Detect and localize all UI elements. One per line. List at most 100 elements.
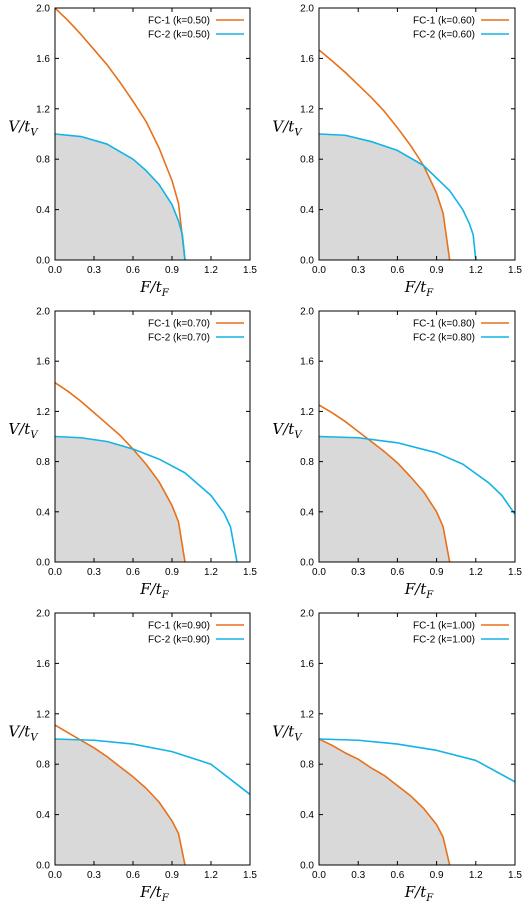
series-line-fc2 [319, 133, 477, 260]
x-axis-label: F/tF [404, 580, 435, 601]
plot-frame [318, 7, 516, 261]
legend-label-fc1: FC-1 (k=0.50) [148, 16, 210, 27]
legend-label-fc2: FC-2 (k=0.90) [148, 635, 210, 646]
y-tick-label: 2.0 [300, 4, 314, 15]
legend-label-fc1: FC-1 (k=0.70) [148, 319, 210, 330]
chart-panel-6: 0.0 0.3 0.6 0.9 1.2 1.5 0.0 0.4 0.8 1.2 1.6 2.0 F/tF… [272, 609, 522, 905]
x-tick-label: 0.0 [48, 265, 62, 276]
y-tick-label: 2.0 [36, 609, 50, 620]
legend-label-fc2: FC-2 (k=1.00) [413, 635, 475, 646]
y-tick-label: 1.2 [300, 709, 314, 720]
y-tick-label: 1.2 [36, 104, 50, 115]
x-tick-label: 0.3 [87, 265, 101, 276]
y-tick-label: 0.8 [300, 457, 314, 468]
x-tick-label: 0.9 [430, 265, 444, 276]
y-tick-label: 0.4 [300, 810, 314, 821]
y-tick-label: 1.2 [36, 709, 50, 720]
x-tick-label: 1.5 [243, 870, 257, 881]
x-tick-label: 0.9 [165, 567, 179, 578]
x-tick-label: 0.3 [87, 567, 101, 578]
legend-label-fc2: FC-2 (k=0.60) [413, 30, 475, 41]
y-tick-label: 1.6 [300, 659, 314, 670]
y-axis-label: V/tV [8, 420, 39, 441]
x-tick-label: 1.5 [508, 567, 522, 578]
y-tick-label: 0.0 [300, 256, 314, 267]
series-line-fc1 [319, 738, 451, 865]
x-tick-label: 0.6 [126, 265, 140, 276]
y-tick-label: 0.0 [300, 861, 314, 872]
y-tick-label: 1.2 [300, 104, 314, 115]
y-tick-label: 0.0 [36, 861, 50, 872]
x-tick-label: 0.0 [312, 870, 326, 881]
legend-label-fc2: FC-2 (k=0.80) [413, 333, 475, 344]
legend-label-fc1: FC-1 (k=0.90) [148, 621, 210, 632]
feasible-region [319, 436, 450, 562]
y-axis-label: V/tV [8, 117, 39, 138]
x-tick-label: 1.2 [469, 870, 483, 881]
x-tick-label: 1.2 [469, 265, 483, 276]
series-line-fc1 [319, 49, 451, 260]
legend-label-fc1: FC-1 (k=0.60) [413, 16, 475, 27]
y-axis-label: V/tV [272, 420, 303, 441]
feasible-region [55, 739, 185, 865]
y-axis-label: V/tV [8, 722, 39, 743]
x-tick-label: 0.0 [312, 567, 326, 578]
feasible-region [55, 436, 185, 562]
x-axis-label: F/tF [404, 883, 435, 904]
plot-frame [54, 310, 251, 563]
feasible-region [319, 134, 450, 260]
series-line-fc1 [55, 381, 186, 562]
y-tick-label: 0.0 [300, 558, 314, 569]
y-tick-label: 1.6 [36, 54, 50, 65]
plot-frame [318, 612, 516, 866]
x-tick-label: 0.9 [165, 265, 179, 276]
series-line-fc1 [55, 8, 186, 260]
y-axis-label: V/tV [272, 722, 303, 743]
y-tick-label: 0.4 [36, 810, 50, 821]
x-tick-label: 1.2 [204, 265, 218, 276]
x-tick-label: 0.3 [351, 567, 365, 578]
chart-panel-1: 0.0 0.3 0.6 0.9 1.2 1.5 0.0 0.4 0.8 1.2 1.6 2.0 F/tF… [8, 4, 257, 300]
legend-label-fc1: FC-1 (k=1.00) [413, 621, 475, 632]
plot-frame [318, 310, 516, 563]
legend-label-fc1: FC-1 (k=0.80) [413, 319, 475, 330]
y-tick-label: 1.6 [300, 357, 314, 368]
y-tick-label: 0.4 [36, 205, 50, 216]
x-tick-label: 0.9 [430, 870, 444, 881]
x-tick-label: 0.6 [126, 567, 140, 578]
series-line-fc2 [319, 738, 515, 783]
series-line-fc1 [319, 404, 451, 562]
x-tick-label: 0.3 [87, 870, 101, 881]
y-tick-label: 0.0 [36, 558, 50, 569]
chart-panel-3: 0.0 0.3 0.6 0.9 1.2 1.5 0.0 0.4 0.8 1.2 1.6 2.0 F/tF… [8, 307, 257, 602]
y-tick-label: 0.8 [300, 155, 314, 166]
x-tick-label: 0.6 [390, 870, 404, 881]
x-axis-label: F/tF [139, 580, 170, 601]
x-tick-label: 1.2 [469, 567, 483, 578]
y-tick-label: 1.6 [36, 357, 50, 368]
series-line-fc2 [319, 435, 515, 515]
x-tick-label: 1.5 [243, 265, 257, 276]
y-tick-label: 0.0 [36, 256, 50, 267]
x-tick-label: 0.6 [126, 870, 140, 881]
y-tick-label: 1.6 [300, 54, 314, 65]
chart-panel-2: 0.0 0.3 0.6 0.9 1.2 1.5 0.0 0.4 0.8 1.2 1.6 2.0 F/tF… [272, 4, 522, 300]
y-tick-label: 0.8 [36, 760, 50, 771]
series-line-fc2 [55, 133, 186, 260]
x-axis-label: F/tF [139, 883, 170, 904]
series-line-fc2 [55, 435, 238, 562]
feasible-region [55, 134, 185, 260]
x-axis-label: F/tF [404, 278, 435, 299]
x-tick-label: 0.0 [48, 567, 62, 578]
x-tick-label: 0.0 [312, 265, 326, 276]
x-tick-label: 0.0 [48, 870, 62, 881]
plot-frame [54, 612, 251, 866]
y-tick-label: 0.4 [300, 507, 314, 518]
chart-panel-5: 0.0 0.3 0.6 0.9 1.2 1.5 0.0 0.4 0.8 1.2 1.6 2.0 F/tF… [8, 609, 257, 905]
x-tick-label: 0.9 [430, 567, 444, 578]
x-tick-label: 1.5 [243, 567, 257, 578]
y-tick-label: 2.0 [36, 307, 50, 318]
y-tick-label: 0.8 [300, 760, 314, 771]
x-tick-label: 1.5 [508, 265, 522, 276]
